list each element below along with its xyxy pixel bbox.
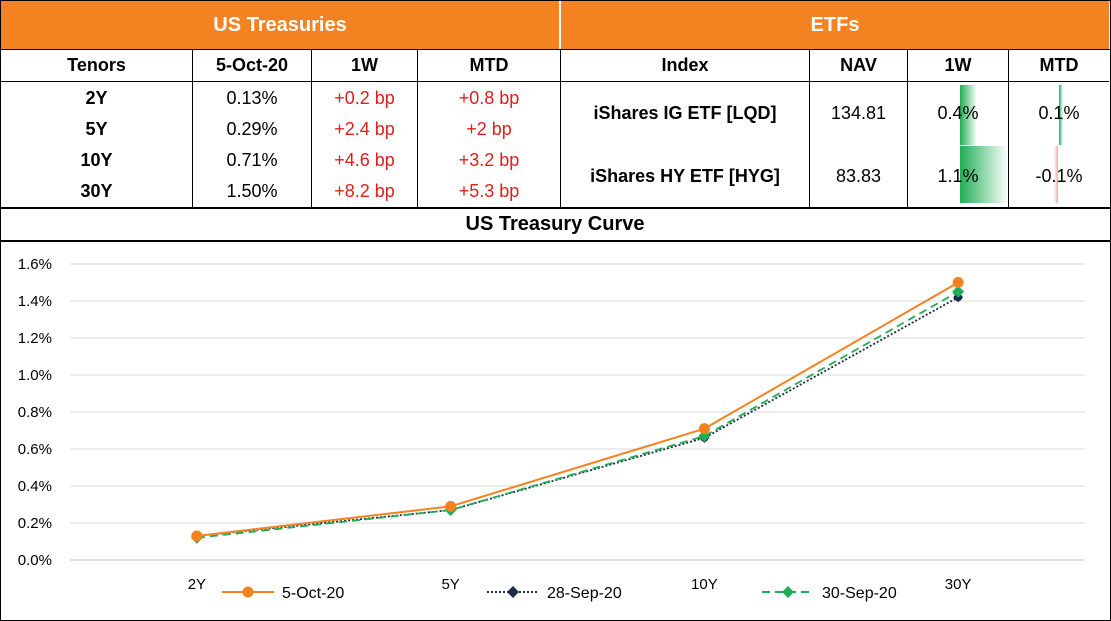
y-tick-label: 1.0% — [18, 367, 52, 384]
series-line — [196, 296, 959, 537]
etf-1w-lqd: 0.4% — [937, 102, 979, 123]
legend-label: 30-Sep-20 — [822, 585, 897, 602]
y-tick-label: 0.0% — [18, 552, 52, 569]
col-index: Index — [561, 50, 809, 82]
col-tenors: Tenors — [1, 50, 192, 82]
etf-mtd-hyg: -0.1% — [1035, 165, 1083, 186]
yield-30y: 1.50% — [226, 181, 278, 201]
data-point — [191, 530, 203, 542]
mtd-10y: +3.2 bp — [458, 150, 520, 170]
treasury-curve-chart: 0.0% 0.2% 0.4% 0.6% 0.8% 1.0% 1.2% 1.4% 1.6% 2Y 5Y… — [18, 256, 1085, 602]
x-tick-label: 30Y — [945, 576, 972, 593]
tenor-5y: 5Y — [85, 119, 108, 139]
etf-index-lqd: iShares IG ETF [LQD] — [593, 102, 777, 123]
y-tick-label: 0.6% — [18, 441, 52, 458]
col-etf-mtd: MTD — [1009, 50, 1109, 82]
etfs-header: ETFs — [561, 1, 1109, 49]
tenor-30y: 30Y — [80, 181, 113, 201]
legend-marker — [507, 586, 519, 598]
y-tick-label: 0.4% — [18, 478, 52, 495]
yield-10y: 0.71% — [226, 150, 278, 170]
mtd-30y: +5.3 bp — [458, 181, 520, 201]
etf-1w-hyg: 1.1% — [937, 165, 979, 186]
lqd-mtd-bar — [1059, 85, 1064, 145]
etf-mtd-lqd: 0.1% — [1038, 102, 1080, 123]
col-mtd: MTD — [418, 50, 560, 82]
legend-marker — [782, 586, 794, 598]
legend-label: 5-Oct-20 — [282, 585, 344, 602]
col-1w: 1W — [312, 50, 417, 82]
treasuries-header: US Treasuries — [1, 1, 559, 49]
w1-30y: +8.2 bp — [334, 181, 395, 201]
x-tick-label: 2Y — [188, 576, 206, 593]
data-point — [698, 423, 710, 435]
mtd-2y: +0.8 bp — [458, 88, 520, 108]
col-etf-1w: 1W — [908, 50, 1008, 82]
y-tick-label: 1.6% — [18, 256, 52, 273]
series-line — [196, 281, 959, 537]
yield-2y: 0.13% — [226, 88, 278, 108]
legend-label: 28-Sep-20 — [547, 585, 622, 602]
chart-title: US Treasury Curve — [465, 213, 645, 235]
mtd-5y: +2 bp — [466, 119, 512, 139]
w1-2y: +0.2 bp — [334, 88, 395, 108]
etf-nav-lqd: 134.81 — [830, 102, 887, 123]
y-tick-label: 1.2% — [18, 330, 52, 347]
series-line — [196, 290, 959, 539]
hyg-mtd-bar — [1053, 146, 1058, 203]
data-point — [445, 500, 457, 512]
data-point — [698, 430, 711, 443]
y-tick-label: 0.2% — [18, 515, 52, 532]
col-nav: NAV — [810, 50, 907, 82]
y-tick-label: 0.8% — [18, 404, 52, 421]
y-tick-label: 1.4% — [18, 293, 52, 310]
etf-index-hyg: iShares HY ETF [HYG] — [590, 165, 780, 186]
data-point — [952, 277, 964, 288]
w1-5y: +2.4 bp — [334, 119, 395, 139]
x-tick-label: 10Y — [691, 576, 718, 593]
col-date: 5-Oct-20 — [193, 50, 311, 82]
x-tick-label: 5Y — [441, 576, 459, 593]
w1-10y: +4.6 bp — [334, 150, 395, 170]
yield-5y: 0.29% — [226, 119, 278, 139]
etf-nav-hyg: 83.83 — [835, 165, 882, 186]
hyg-1w-bar — [960, 146, 1008, 203]
data-point — [952, 285, 965, 298]
tenor-2y: 2Y — [85, 88, 108, 108]
legend-marker — [242, 586, 254, 598]
lqd-1w-bar — [960, 85, 978, 145]
tenor-10y: 10Y — [80, 150, 113, 170]
